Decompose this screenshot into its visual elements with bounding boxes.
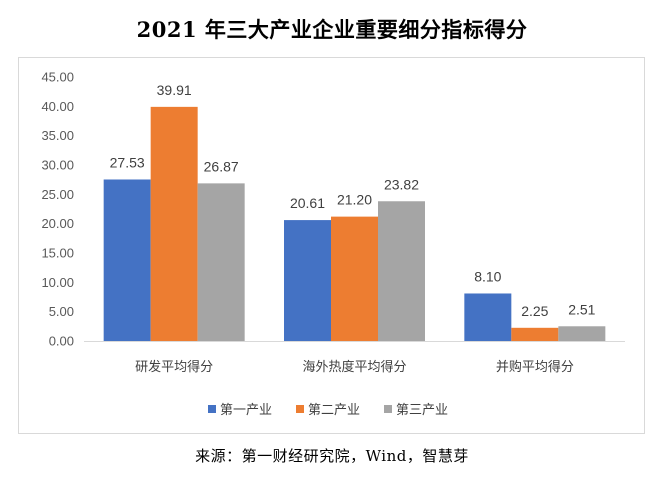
legend-swatch — [208, 405, 216, 413]
data-label: 8.10 — [474, 268, 501, 284]
bar — [150, 106, 198, 342]
chart-frame — [18, 57, 645, 434]
data-label: 39.91 — [157, 82, 192, 98]
legend-label: 第一产业 — [220, 403, 272, 418]
legend-swatch — [384, 405, 392, 413]
data-label: 27.53 — [110, 154, 145, 170]
data-label: 26.87 — [204, 158, 239, 174]
data-label: 23.82 — [384, 176, 419, 192]
data-label: 2.25 — [521, 303, 548, 319]
y-tick-label: 45.00 — [41, 70, 74, 85]
y-tick-label: 30.00 — [41, 158, 74, 173]
data-label: 21.20 — [337, 192, 372, 208]
data-label: 2.51 — [568, 301, 595, 317]
y-tick-label: 0.00 — [49, 334, 74, 349]
chart-title: 2021 年三大产业企业重要细分指标得分 — [136, 17, 528, 42]
category-label: 研发平均得分 — [135, 359, 213, 375]
bar — [331, 216, 378, 341]
bar — [511, 327, 559, 341]
bar — [464, 293, 512, 341]
category-label: 并购平均得分 — [496, 359, 574, 375]
source-note: 来源：第一财经研究院，Wind，智慧芽 — [195, 447, 469, 465]
bar — [284, 220, 331, 341]
y-tick-label: 35.00 — [41, 128, 74, 143]
bar-chart: 0.00 5.00 10.00 15.00 20.00 25.00 30.00 35.00 40… — [41, 70, 625, 418]
legend-swatch — [296, 405, 304, 413]
y-tick-label: 40.00 — [41, 99, 74, 114]
y-tick-label: 10.00 — [41, 275, 74, 290]
bar — [197, 183, 245, 341]
y-tick-label: 5.00 — [49, 304, 74, 319]
legend-label: 第三产业 — [396, 403, 448, 418]
bar — [103, 179, 151, 341]
data-label: 20.61 — [290, 195, 325, 211]
category-label: 海外热度平均得分 — [302, 359, 406, 375]
bar — [378, 201, 425, 341]
y-tick-label: 25.00 — [41, 187, 74, 202]
y-tick-label: 20.00 — [41, 216, 74, 231]
y-tick-label: 15.00 — [41, 246, 74, 261]
bar — [558, 326, 606, 341]
legend-label: 第二产业 — [308, 403, 360, 418]
